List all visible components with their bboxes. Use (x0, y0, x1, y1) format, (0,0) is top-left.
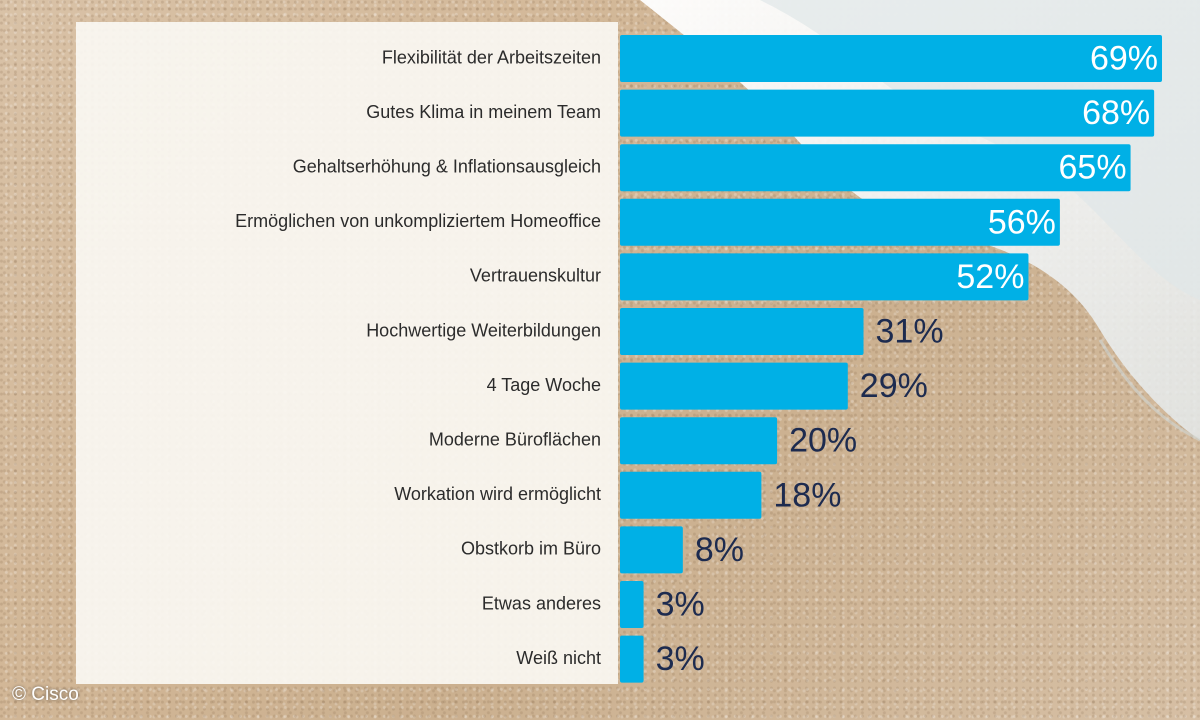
bar (620, 526, 683, 574)
category-label: Gehaltserhöhung & Inflationsausgleich (293, 156, 601, 176)
value-label: 31% (876, 312, 944, 350)
category-label: Moderne Büroflächen (429, 429, 601, 449)
bar (620, 471, 762, 519)
value-label: 29% (860, 367, 928, 405)
bar (620, 362, 848, 410)
category-label: Obstkorb im Büro (461, 539, 601, 559)
value-label: 56% (988, 203, 1056, 241)
category-label: Gutes Klima in meinem Team (366, 102, 601, 122)
bar (620, 198, 1060, 246)
bar (620, 581, 644, 628)
category-label: Workation wird ermöglicht (394, 484, 601, 504)
bar (620, 144, 1131, 192)
category-label: Hochwertige Weiterbildungen (366, 320, 601, 340)
bar (620, 35, 1162, 82)
bar (620, 308, 864, 355)
value-label: 18% (773, 476, 841, 514)
value-label: 3% (656, 640, 705, 678)
value-label: 65% (1059, 149, 1127, 187)
bar (620, 417, 778, 465)
value-label: 20% (789, 422, 857, 460)
bar (620, 89, 1155, 137)
category-label: Etwas anderes (482, 593, 601, 613)
bar (620, 253, 1029, 301)
category-label: Flexibilität der Arbeitszeiten (382, 47, 601, 67)
label-panel (76, 22, 618, 684)
value-label: 69% (1090, 39, 1158, 77)
value-label: 3% (656, 585, 705, 623)
value-label: 52% (956, 258, 1024, 296)
image-credit: © Cisco (12, 684, 79, 705)
bar (620, 635, 644, 683)
value-label: 68% (1082, 94, 1150, 132)
category-label: 4 Tage Woche (487, 375, 601, 395)
category-label: Vertrauenskultur (470, 266, 601, 286)
value-label: 8% (695, 531, 744, 569)
category-label: Weiß nicht (516, 648, 601, 668)
category-label: Ermöglichen von unkompliziertem Homeoffi… (235, 211, 601, 231)
